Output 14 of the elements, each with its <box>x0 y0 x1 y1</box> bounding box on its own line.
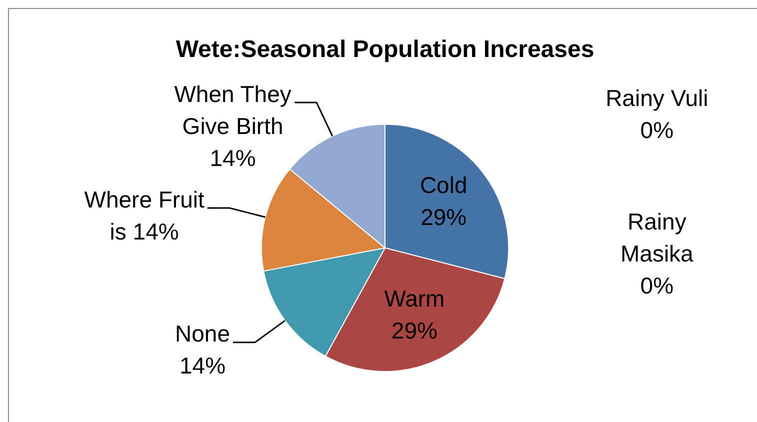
slice-label: Warm <box>384 285 445 312</box>
data-label: 29% <box>420 204 467 230</box>
slice-label: Where Fruit is 14% <box>84 186 205 244</box>
category-label: Rainy Vuli <box>606 84 708 111</box>
category-label: Rainy Masika <box>620 208 694 267</box>
text: 0% <box>640 116 674 143</box>
slice-label: None <box>175 320 230 347</box>
data-label: 14% <box>210 144 256 171</box>
slice-label: Cold <box>420 172 468 198</box>
chart-title: Wete:Seasonal Population Increases <box>176 36 594 64</box>
text: 0% <box>640 272 674 299</box>
data-label: 14% <box>179 352 226 379</box>
slice-label: When They Give Birth <box>174 80 292 139</box>
data-label: 29% <box>391 317 438 344</box>
